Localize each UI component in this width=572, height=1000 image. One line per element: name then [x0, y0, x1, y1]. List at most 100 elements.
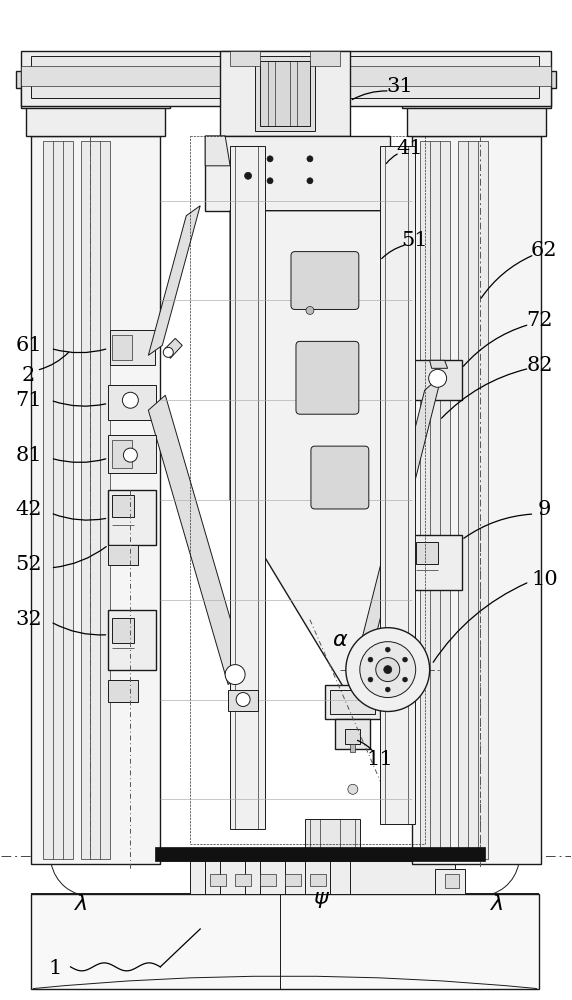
- Text: 41: 41: [396, 139, 423, 158]
- Bar: [113, 335, 132, 360]
- Polygon shape: [348, 375, 442, 695]
- Bar: [113, 440, 132, 468]
- Bar: [380, 146, 415, 824]
- Bar: [458, 141, 487, 859]
- Polygon shape: [148, 395, 245, 685]
- Circle shape: [386, 687, 390, 692]
- Text: 61: 61: [15, 336, 42, 355]
- Text: 2: 2: [22, 366, 35, 385]
- Polygon shape: [148, 206, 200, 355]
- Bar: [15, 71, 175, 88]
- Text: 51: 51: [402, 231, 428, 250]
- Bar: [335, 719, 370, 749]
- Bar: [109, 545, 138, 565]
- Bar: [407, 106, 546, 136]
- Circle shape: [346, 628, 430, 711]
- Bar: [416, 542, 438, 564]
- Bar: [26, 106, 165, 136]
- Text: $\lambda$: $\lambda$: [74, 893, 88, 915]
- Circle shape: [403, 657, 407, 662]
- Text: 81: 81: [15, 446, 42, 465]
- Bar: [109, 490, 156, 545]
- Bar: [31, 56, 539, 98]
- Bar: [420, 141, 450, 859]
- FancyBboxPatch shape: [291, 252, 359, 309]
- Bar: [412, 136, 541, 864]
- Bar: [220, 51, 350, 136]
- Circle shape: [403, 677, 407, 682]
- Bar: [305, 819, 360, 861]
- Circle shape: [384, 666, 392, 674]
- Circle shape: [236, 693, 250, 706]
- Bar: [109, 680, 138, 702]
- Circle shape: [368, 657, 373, 662]
- Text: 11: 11: [367, 750, 393, 769]
- Text: 10: 10: [531, 570, 558, 589]
- Bar: [109, 610, 156, 670]
- Bar: [444, 874, 459, 888]
- Bar: [210, 874, 226, 886]
- Text: 72: 72: [526, 311, 553, 330]
- Bar: [110, 330, 156, 365]
- Bar: [205, 136, 390, 211]
- Text: 71: 71: [15, 391, 42, 410]
- Circle shape: [163, 347, 173, 357]
- Bar: [412, 360, 462, 400]
- Circle shape: [225, 665, 245, 685]
- Bar: [402, 86, 551, 108]
- Circle shape: [307, 178, 313, 184]
- Bar: [345, 729, 360, 744]
- Bar: [310, 51, 340, 66]
- Bar: [285, 874, 301, 886]
- Circle shape: [307, 156, 313, 162]
- Text: 9: 9: [538, 500, 551, 519]
- Bar: [190, 136, 424, 844]
- Bar: [235, 874, 251, 886]
- FancyBboxPatch shape: [296, 341, 359, 414]
- Bar: [190, 861, 455, 894]
- Bar: [21, 51, 551, 106]
- Text: $\alpha$: $\alpha$: [332, 629, 348, 651]
- Bar: [397, 71, 557, 88]
- Bar: [42, 141, 73, 859]
- Circle shape: [376, 658, 400, 682]
- Circle shape: [428, 369, 447, 387]
- Bar: [31, 136, 160, 864]
- Bar: [81, 141, 110, 859]
- Bar: [113, 495, 134, 517]
- Text: 82: 82: [526, 356, 553, 375]
- Bar: [228, 690, 258, 711]
- Bar: [113, 618, 134, 643]
- Bar: [21, 66, 551, 86]
- Bar: [230, 51, 260, 66]
- Circle shape: [267, 178, 273, 184]
- Bar: [412, 535, 462, 590]
- Bar: [156, 847, 484, 861]
- Bar: [230, 146, 265, 829]
- Text: $\lambda$: $\lambda$: [490, 893, 503, 915]
- Circle shape: [360, 642, 416, 698]
- Polygon shape: [430, 360, 448, 368]
- Polygon shape: [205, 136, 230, 166]
- Bar: [350, 744, 355, 752]
- FancyBboxPatch shape: [311, 446, 369, 509]
- Bar: [260, 61, 310, 126]
- Text: 31: 31: [386, 77, 413, 96]
- Circle shape: [122, 392, 138, 408]
- Circle shape: [245, 172, 252, 179]
- Bar: [109, 385, 156, 420]
- Text: 52: 52: [15, 555, 42, 574]
- Circle shape: [386, 647, 390, 652]
- Bar: [109, 435, 156, 473]
- Bar: [31, 894, 539, 989]
- Bar: [21, 86, 170, 108]
- Polygon shape: [165, 338, 182, 358]
- Text: 1: 1: [49, 959, 62, 978]
- Circle shape: [306, 306, 314, 314]
- Text: 32: 32: [15, 610, 42, 629]
- Text: 42: 42: [15, 500, 42, 519]
- Circle shape: [348, 784, 358, 794]
- Bar: [435, 869, 464, 894]
- Bar: [310, 874, 326, 886]
- Bar: [330, 690, 375, 714]
